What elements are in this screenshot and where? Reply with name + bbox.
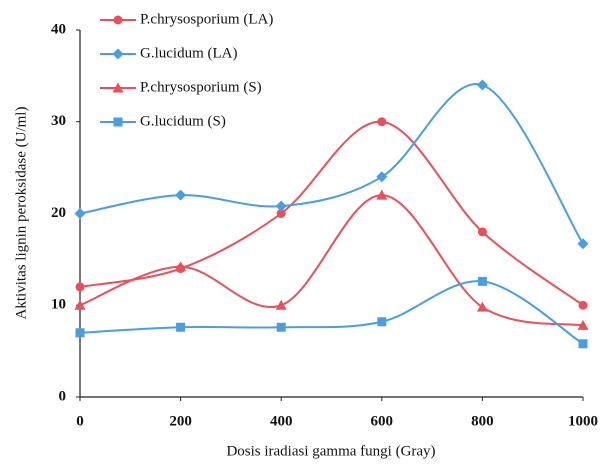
marker bbox=[577, 238, 589, 250]
marker bbox=[578, 300, 588, 310]
marker bbox=[476, 301, 488, 312]
legend-label: P.chrysosporium (S) bbox=[140, 79, 262, 95]
y-tick-label: 0 bbox=[59, 388, 67, 404]
y-tick-label: 10 bbox=[51, 297, 66, 313]
marker bbox=[376, 171, 388, 183]
marker bbox=[578, 339, 588, 349]
marker bbox=[176, 322, 186, 332]
x-tick-label: 200 bbox=[169, 413, 192, 429]
marker bbox=[74, 299, 86, 310]
x-tick-label: 0 bbox=[76, 413, 84, 429]
marker bbox=[75, 282, 85, 292]
marker bbox=[477, 276, 487, 286]
line bbox=[79, 194, 584, 327]
line bbox=[79, 83, 584, 245]
marker bbox=[175, 189, 187, 201]
line bbox=[79, 120, 584, 307]
y-tick-label: 30 bbox=[51, 113, 66, 129]
marker bbox=[175, 261, 187, 272]
marker bbox=[376, 189, 388, 200]
y-tick-label: 40 bbox=[51, 21, 66, 37]
marker bbox=[276, 209, 286, 218]
legend-marker bbox=[113, 15, 123, 25]
marker bbox=[377, 117, 387, 127]
marker bbox=[377, 317, 387, 327]
marker bbox=[276, 322, 286, 332]
legend-marker bbox=[113, 117, 123, 127]
marker bbox=[477, 227, 487, 237]
marker bbox=[75, 328, 85, 338]
marker bbox=[476, 79, 488, 91]
legend-marker bbox=[112, 48, 124, 60]
legend-label: G.lucidum (LA) bbox=[140, 45, 237, 61]
x-axis-label: Dosis iradiasi gamma fungi (Gray) bbox=[226, 443, 435, 459]
x-tick-label: 800 bbox=[471, 413, 494, 429]
legend-label: G.lucidum (S) bbox=[140, 113, 226, 129]
y-axis-label: Aktivitas lignin peroksidase (U/ml) bbox=[13, 107, 29, 320]
legend-label: P.chrysosporium (LA) bbox=[140, 11, 273, 27]
line bbox=[79, 280, 584, 345]
x-tick-label: 600 bbox=[371, 413, 394, 429]
marker bbox=[275, 299, 287, 310]
marker bbox=[275, 200, 287, 212]
x-tick-label: 1000 bbox=[568, 413, 598, 429]
marker bbox=[74, 208, 86, 219]
legend-marker bbox=[112, 82, 124, 93]
y-tick-label: 20 bbox=[51, 205, 66, 221]
marker bbox=[577, 319, 589, 330]
x-tick-label: 400 bbox=[270, 413, 293, 429]
